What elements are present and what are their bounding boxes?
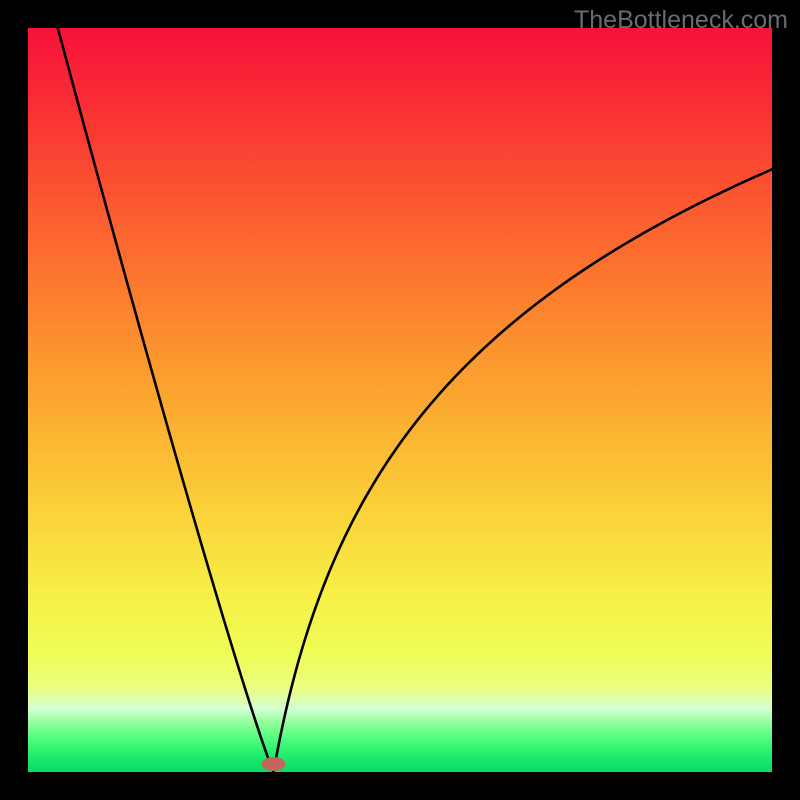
vertex-marker <box>262 757 286 771</box>
plot-area <box>28 28 772 772</box>
gradient-background <box>28 28 772 772</box>
chart-container: TheBottleneck.com <box>0 0 800 800</box>
bottleneck-chart <box>28 28 772 772</box>
